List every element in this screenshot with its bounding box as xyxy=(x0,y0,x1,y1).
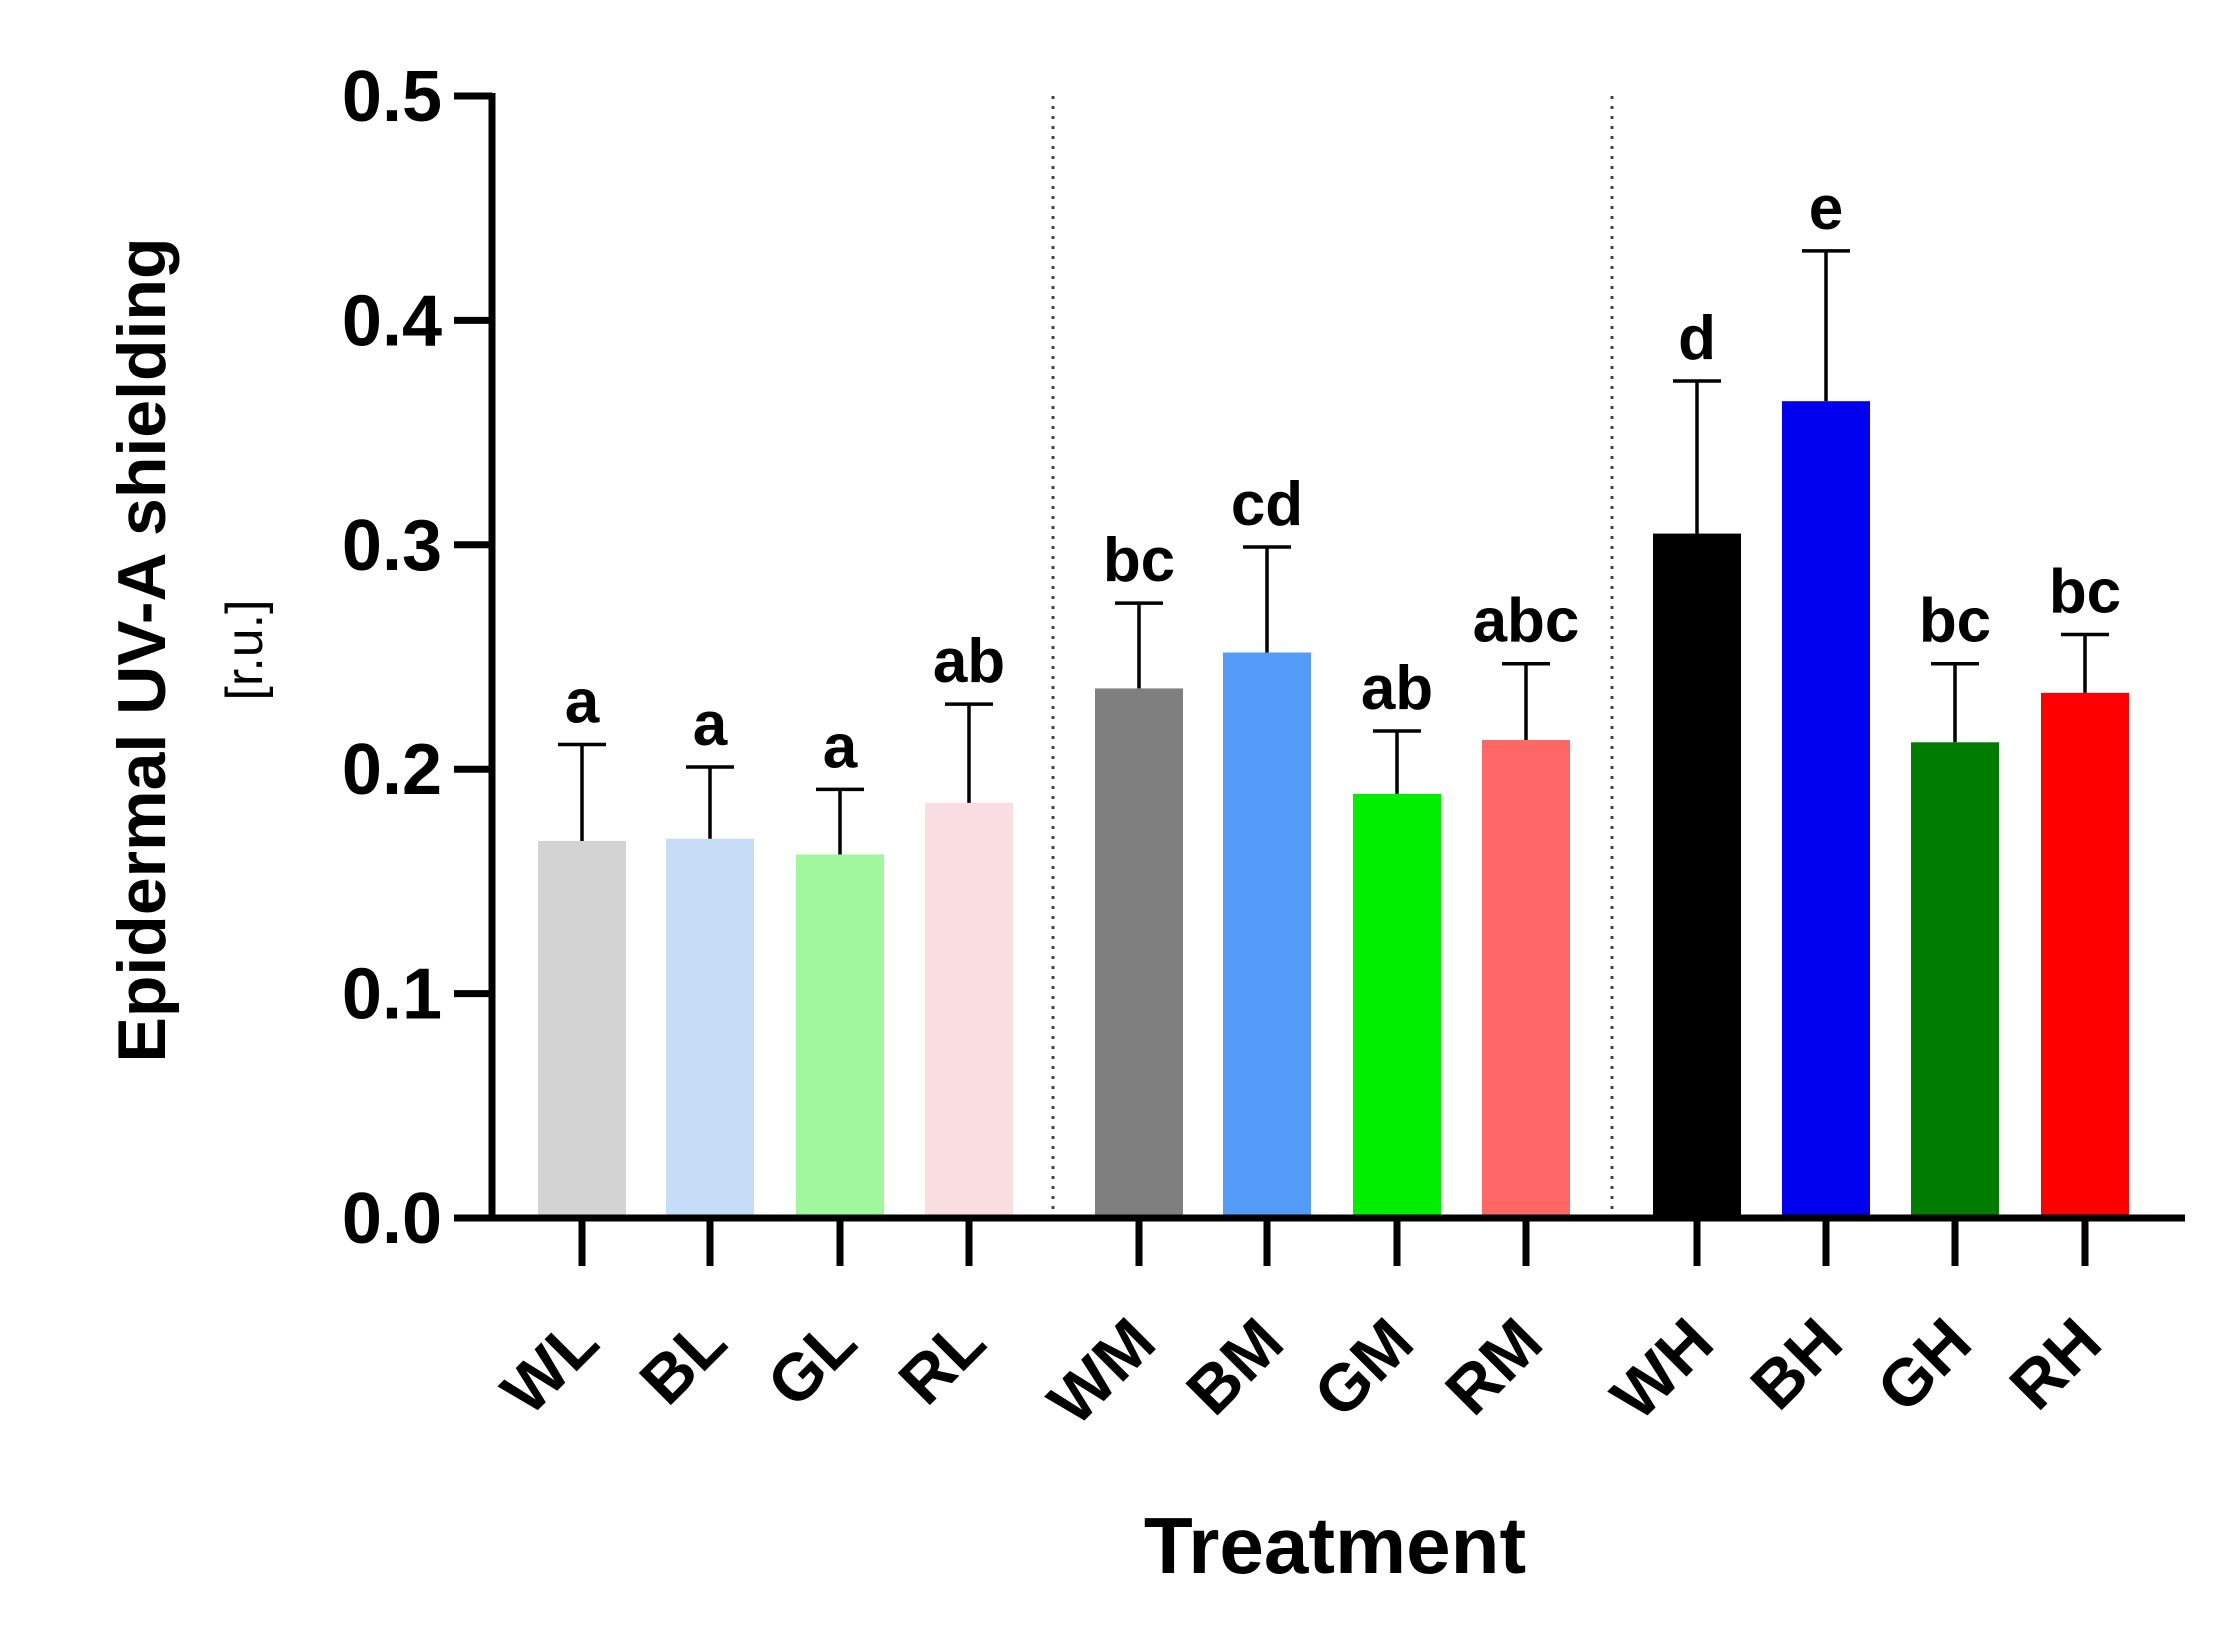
x-tick-label-bh: BH xyxy=(1736,1304,1856,1424)
y-tick-label-0.5: 0.5 xyxy=(342,57,442,137)
y-tick-label-0.0: 0.0 xyxy=(342,1179,442,1259)
y-tick-label-0.1: 0.1 xyxy=(342,955,442,1035)
bar-wl xyxy=(538,841,626,1218)
x-tick-label-rh: RH xyxy=(1995,1304,2115,1424)
bar-bl xyxy=(666,838,754,1218)
y-ticks-group: 0.0 0.1 0.2 0.3 0.4 0.5 xyxy=(342,57,492,1259)
significance-label-wl: a xyxy=(565,668,600,737)
significance-label-gm: ab xyxy=(1361,654,1433,723)
group-separators xyxy=(1051,96,1614,1218)
x-tick-label-gm: GM xyxy=(1299,1304,1427,1432)
x-ticks-group: WL BL GL RL WM BM GM RM WH BH GH RH xyxy=(487,1218,2115,1439)
bar-wh xyxy=(1653,533,1741,1218)
significance-label-wh: d xyxy=(1678,304,1716,373)
significance-label-bl: a xyxy=(693,690,728,759)
bar-rh xyxy=(2041,692,2129,1218)
x-axis-title: Treatment xyxy=(1144,1501,1526,1590)
x-tick-label-rm: RM xyxy=(1431,1304,1556,1429)
axes-group xyxy=(488,93,2185,1222)
bars-group xyxy=(538,401,2129,1219)
significance-label-rm: abc xyxy=(1473,587,1580,656)
x-tick-label-gl: GL xyxy=(753,1304,870,1421)
y-tick-label-0.3: 0.3 xyxy=(342,506,442,586)
significance-label-rl: ab xyxy=(933,627,1005,696)
x-tick-label-rl: RL xyxy=(884,1304,999,1419)
bar-gl xyxy=(796,854,884,1218)
bar-rm xyxy=(1482,740,1570,1218)
significance-label-bm: cd xyxy=(1231,470,1303,539)
y-tick-label-0.2: 0.2 xyxy=(342,730,442,810)
significance-label-rh: bc xyxy=(2049,558,2121,627)
bar-bh xyxy=(1782,401,1870,1219)
significance-label-gh: bc xyxy=(1919,587,1991,656)
significance-label-wm: bc xyxy=(1103,526,1175,595)
error-bars-group xyxy=(558,249,2109,855)
y-axis-title: Epidermal UV-A shielding xyxy=(104,238,180,1063)
y-tick-label-0.4: 0.4 xyxy=(342,281,442,361)
x-tick-label-wm: WM xyxy=(1034,1304,1169,1439)
x-tick-label-gh: GH xyxy=(1863,1304,1985,1426)
bar-wm xyxy=(1095,688,1183,1218)
x-tick-label-bm: BM xyxy=(1172,1304,1297,1429)
x-tick-label-wh: WH xyxy=(1597,1304,1727,1434)
bar-gh xyxy=(1911,742,1999,1218)
x-tick-label-wl: WL xyxy=(487,1304,612,1429)
significance-label-bh: e xyxy=(1809,174,1843,243)
bar-bm xyxy=(1223,652,1311,1218)
significance-label-gl: a xyxy=(823,712,858,781)
x-tick-label-bl: BL xyxy=(625,1304,740,1419)
bar-gm xyxy=(1353,793,1441,1218)
bar-rl xyxy=(925,802,1013,1218)
y-axis-unit: [r.u.] xyxy=(216,599,274,700)
